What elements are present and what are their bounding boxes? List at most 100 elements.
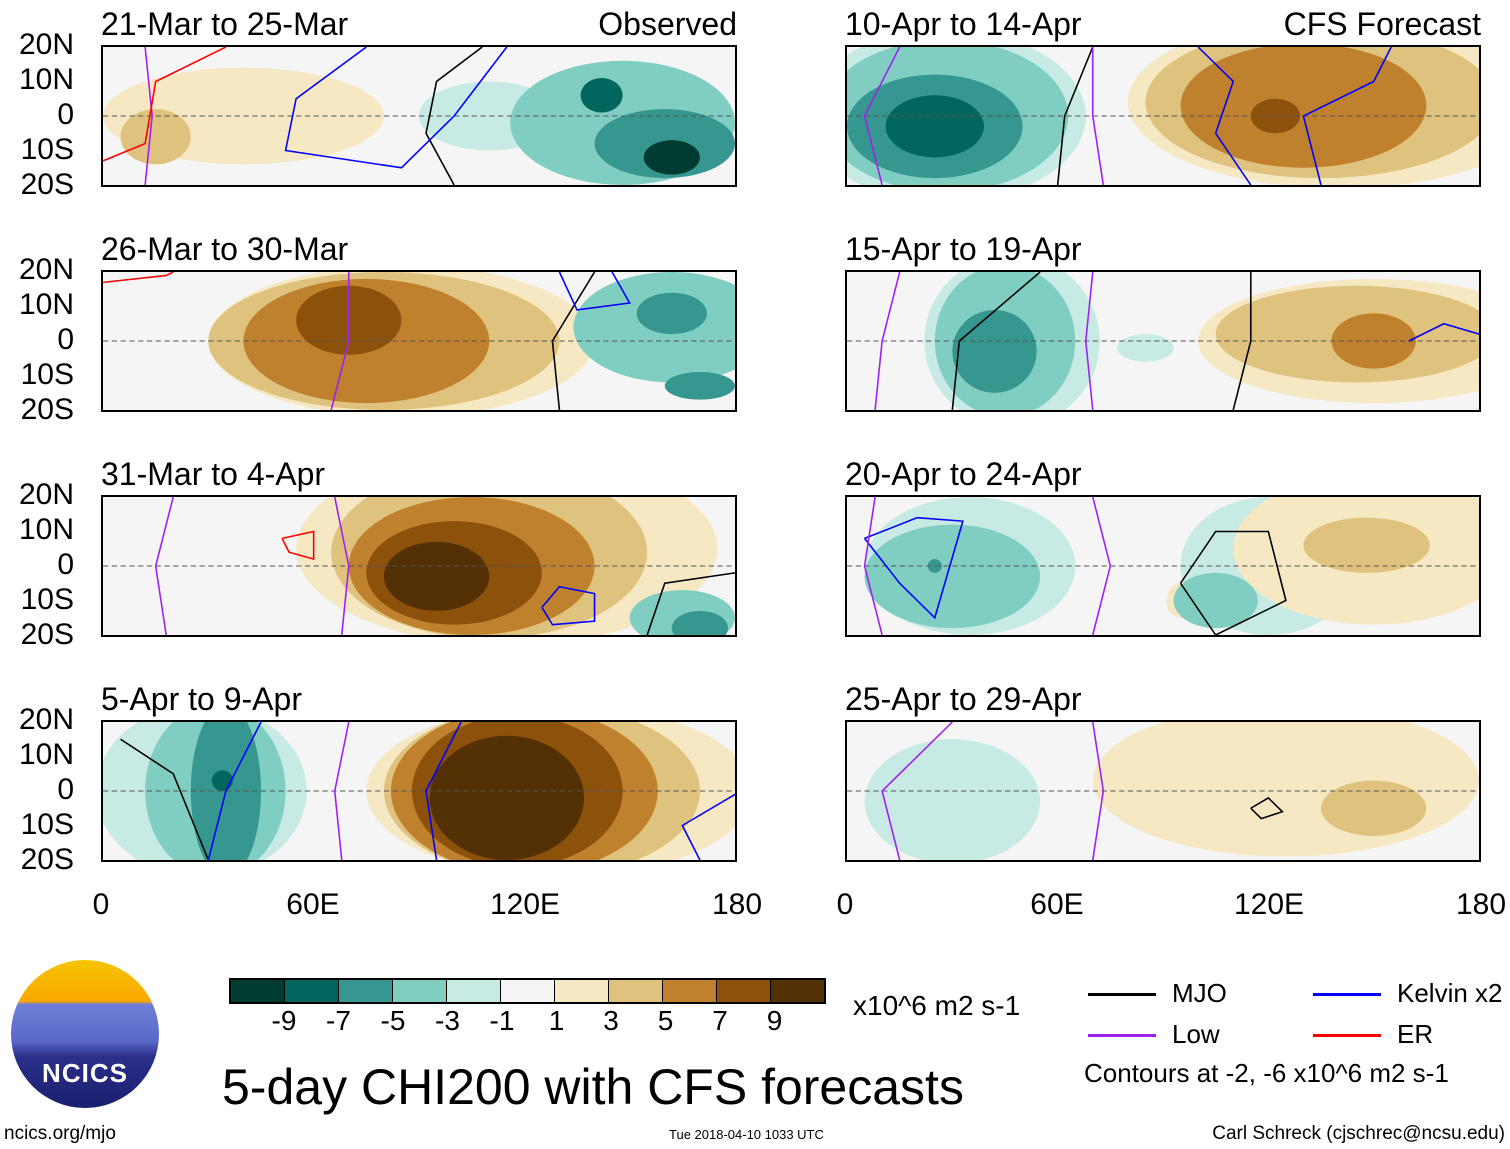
map-panel bbox=[845, 45, 1481, 187]
anomaly-region bbox=[927, 559, 942, 573]
anomaly-region bbox=[580, 78, 623, 113]
panel-title: 15-Apr to 19-Apr bbox=[845, 231, 1082, 267]
anomaly-region bbox=[1180, 47, 1427, 168]
logo-text: NCICS bbox=[42, 1058, 128, 1088]
colorbar-label: -7 bbox=[326, 1005, 351, 1036]
x-tick-label: 0 bbox=[836, 888, 854, 921]
low-legend-line bbox=[1088, 1034, 1156, 1037]
panel-title: 21-Mar to 25-Mar bbox=[101, 6, 349, 42]
mjo-contour bbox=[646, 572, 735, 635]
mjo-contour bbox=[120, 738, 210, 860]
y-tick-label: 20S bbox=[20, 168, 74, 201]
kelvin-contour bbox=[1302, 47, 1392, 185]
er-legend-line bbox=[1313, 1034, 1381, 1037]
anomaly-region bbox=[1134, 804, 1192, 833]
map-panel bbox=[101, 495, 737, 637]
map-svg bbox=[103, 497, 735, 635]
y-tick-label: 10N bbox=[18, 63, 74, 96]
timestamp: Tue 2018-04-10 1033 UTC bbox=[669, 1127, 824, 1142]
y-tick-label: 20N bbox=[18, 28, 74, 61]
panel-title: 20-Apr to 24-Apr bbox=[845, 456, 1082, 492]
colorbar-label: -3 bbox=[435, 1005, 460, 1036]
x-tick-label: 180 bbox=[711, 888, 763, 921]
low-contour bbox=[333, 722, 350, 860]
author-credit: Carl Schreck (cjschrec@ncsu.edu) bbox=[1212, 1123, 1505, 1144]
colorbar-swatch bbox=[231, 980, 285, 1002]
anomaly-region bbox=[211, 770, 233, 791]
anomaly-region bbox=[120, 109, 191, 165]
map-panel bbox=[101, 45, 737, 187]
panel-title: 31-Mar to 4-Apr bbox=[101, 456, 326, 492]
y-tick-label: 10S bbox=[20, 808, 74, 841]
low-contour bbox=[874, 272, 901, 410]
anomaly-region bbox=[885, 95, 984, 158]
main-title: 5-day CHI200 with CFS forecasts bbox=[222, 1059, 964, 1115]
y-tick-label: 20N bbox=[18, 703, 74, 736]
mjo-contour bbox=[1179, 530, 1287, 635]
panel-title: 25-Apr to 29-Apr bbox=[845, 681, 1082, 717]
mjo-legend-line bbox=[1088, 993, 1156, 996]
low-contour bbox=[154, 497, 174, 635]
low-contour bbox=[144, 47, 153, 185]
anomaly-region bbox=[864, 524, 1041, 629]
map-svg bbox=[847, 497, 1479, 635]
mjo-contour bbox=[551, 272, 596, 410]
y-tick-label: 0 bbox=[57, 98, 74, 131]
er-contour bbox=[103, 272, 174, 284]
x-tick-label: 60E bbox=[1030, 888, 1084, 921]
y-tick-label: 10S bbox=[20, 133, 74, 166]
ncics-logo: NCICS bbox=[11, 960, 159, 1108]
y-tick-label: 20S bbox=[20, 393, 74, 426]
colorbar-label: 1 bbox=[548, 1005, 565, 1036]
anomaly-region bbox=[1117, 334, 1174, 362]
er-contour bbox=[103, 47, 227, 162]
map-panel bbox=[101, 720, 737, 862]
colorbar-label: -1 bbox=[489, 1005, 515, 1036]
anomaly-region bbox=[636, 292, 707, 335]
colorbar-swatch bbox=[501, 980, 555, 1002]
map-svg bbox=[847, 47, 1479, 185]
colorbar-label: -5 bbox=[380, 1005, 406, 1036]
mjo-contour bbox=[1232, 272, 1252, 410]
kelvin-legend-line bbox=[1313, 993, 1381, 996]
y-tick-label: 10S bbox=[20, 358, 74, 391]
mjo-contour bbox=[425, 47, 483, 185]
y-tick-label: 20S bbox=[20, 618, 74, 651]
map-panel bbox=[845, 270, 1481, 412]
map-panel bbox=[845, 720, 1481, 862]
er-legend-label: ER bbox=[1397, 1019, 1434, 1049]
anomaly-region bbox=[1250, 98, 1300, 134]
y-tick-label: 20N bbox=[18, 253, 74, 286]
y-tick-label: 0 bbox=[57, 773, 74, 806]
anomaly-region bbox=[1321, 780, 1427, 836]
anomaly-region bbox=[1303, 517, 1430, 573]
y-tick-label: 10N bbox=[18, 288, 74, 321]
kelvin-contour bbox=[863, 516, 964, 620]
low-legend-label: Low bbox=[1172, 1019, 1220, 1049]
y-tick-label: 0 bbox=[57, 548, 74, 581]
panel-tag: Observed bbox=[598, 6, 737, 42]
y-tick-label: 0 bbox=[57, 323, 74, 356]
map-svg bbox=[103, 722, 735, 860]
map-svg bbox=[847, 722, 1479, 860]
colorbar-label: 3 bbox=[603, 1005, 619, 1036]
low-contour bbox=[330, 272, 350, 410]
kelvin-legend-label: Kelvin x2 bbox=[1397, 978, 1503, 1008]
colorbar-swatch bbox=[393, 980, 447, 1002]
map-panel bbox=[101, 270, 737, 412]
anomaly-region bbox=[643, 140, 700, 175]
colorbar-swatch bbox=[285, 980, 339, 1002]
x-tick-label: 60E bbox=[286, 888, 340, 921]
colorbar-swatch bbox=[663, 980, 717, 1002]
url-text: ncics.org/mjo bbox=[4, 1123, 116, 1144]
anomaly-region bbox=[429, 735, 585, 860]
low-contour bbox=[1091, 722, 1105, 860]
y-tick-label: 10S bbox=[20, 583, 74, 616]
x-tick-label: 120E bbox=[489, 888, 561, 921]
y-tick-label: 20N bbox=[18, 478, 74, 511]
colorbar-label: 9 bbox=[766, 1005, 783, 1036]
low-contour bbox=[863, 47, 901, 185]
colorbar bbox=[229, 978, 826, 1004]
kelvin-contour bbox=[558, 272, 631, 311]
